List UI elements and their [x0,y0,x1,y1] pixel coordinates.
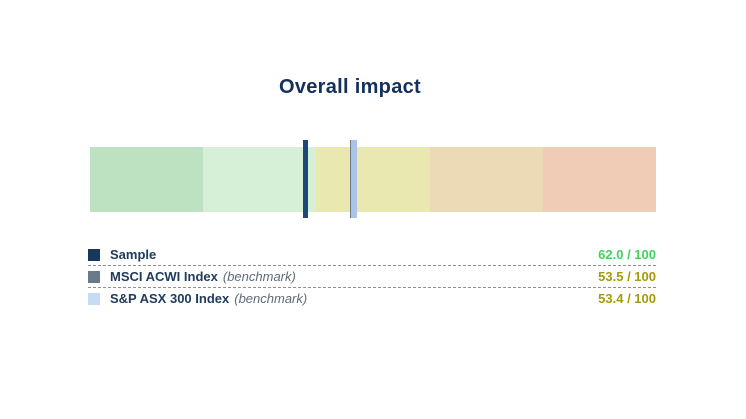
msci-acwi-swatch [88,270,100,283]
legend-separator [88,287,656,288]
sp-asx-300-label: S&P ASX 300 Index [110,291,230,306]
marker-sp-asx-300-index [350,140,357,218]
gauge-segment-tan [429,147,543,212]
msci-acwi-score: 53.5 / 100 [598,269,656,284]
gauge-segment-yellow [316,147,430,212]
impact-gauge [90,140,657,218]
sample-swatch [88,248,100,261]
sample-label: Sample [110,247,157,262]
marker-sample [302,140,308,218]
legend-row-sp-asx-300-index: S&P ASX 300 Index (benchmark) 53.4 / 100 [88,288,656,309]
sp-asx-300-score: 53.4 / 100 [598,291,656,306]
gauge-segment-salmon [542,147,657,212]
legend-separator [88,265,656,266]
legend-row-msci-acwi-index: MSCI ACWI Index (benchmark) 53.5 / 100 [88,266,656,287]
legend-row-sample: Sample 62.0 / 100 [88,244,656,265]
gauge-segment-green-dark [90,147,204,212]
sample-score: 62.0 / 100 [598,247,656,262]
sp-asx-300-swatch [88,292,100,305]
msci-acwi-benchmark-note: (benchmark) [222,269,296,284]
legend: Sample 62.0 / 100 MSCI ACWI Index (bench… [88,244,656,309]
page-title: Overall impact [278,76,422,98]
sp-asx-300-benchmark-note: (benchmark) [234,291,308,306]
gauge-segment-green-light [203,147,317,212]
msci-acwi-label: MSCI ACWI Index [110,269,218,284]
